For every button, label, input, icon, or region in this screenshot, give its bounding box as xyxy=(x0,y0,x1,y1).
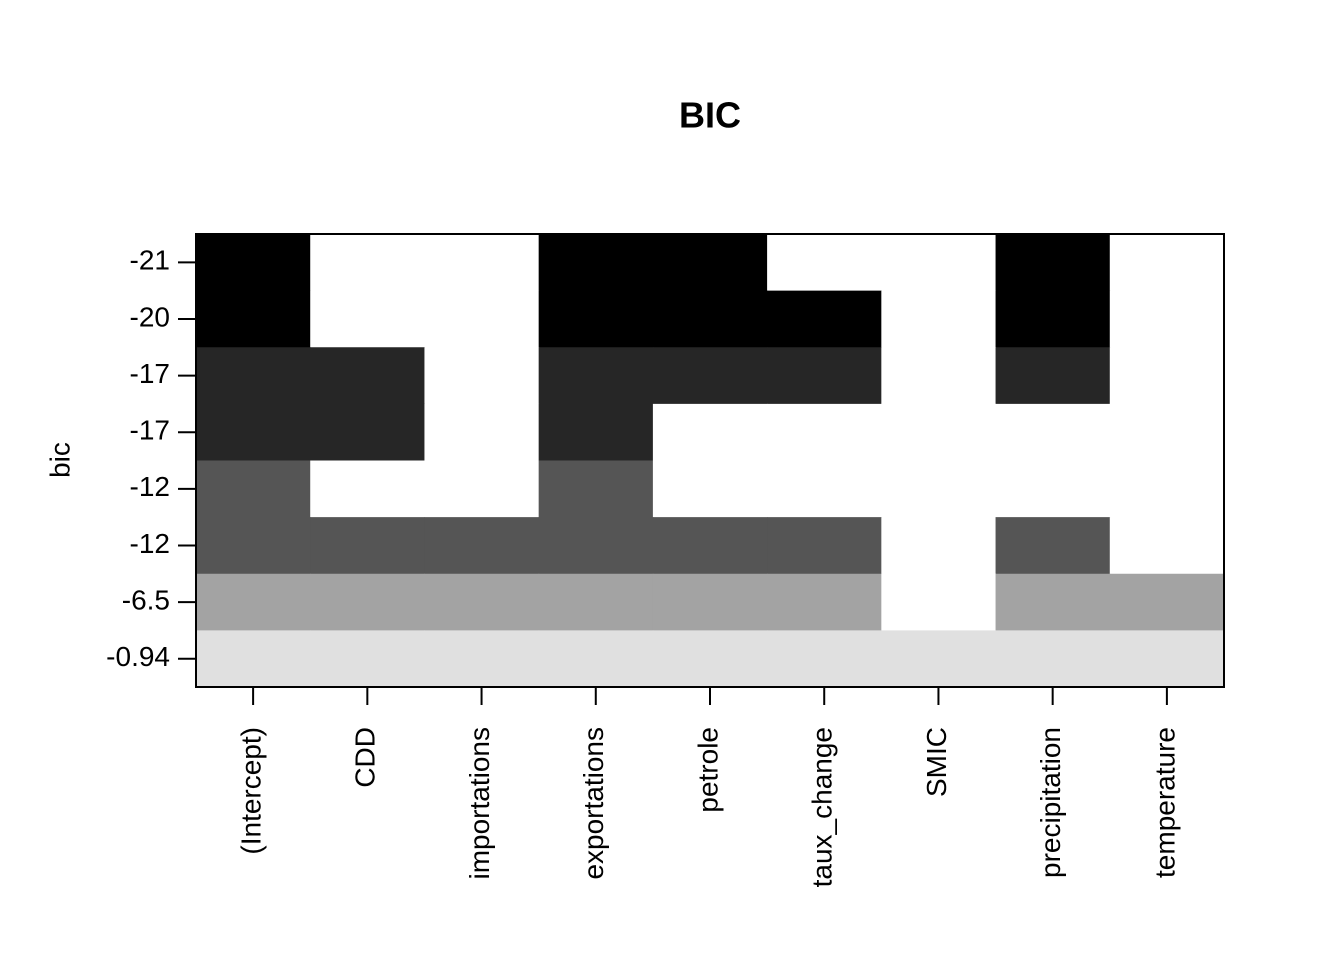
cell xyxy=(652,290,768,348)
x-tick-label: temperature xyxy=(1149,727,1180,878)
cell xyxy=(767,347,882,405)
cell xyxy=(310,290,425,348)
cell xyxy=(424,403,540,461)
x-tick-label: (Intercept) xyxy=(236,727,267,855)
cell xyxy=(767,290,882,348)
x-tick-label: CDD xyxy=(350,727,381,788)
y-axis-label: bic xyxy=(44,442,75,478)
cell xyxy=(310,403,425,461)
cell xyxy=(995,234,1111,292)
y-tick-label: -6.5 xyxy=(122,584,170,615)
cell xyxy=(1109,403,1225,461)
cell xyxy=(538,347,654,405)
cell xyxy=(196,630,311,688)
cell xyxy=(196,403,311,461)
cell xyxy=(652,573,768,631)
cell xyxy=(1109,290,1225,348)
cell xyxy=(538,403,654,461)
cell xyxy=(196,234,311,292)
cell xyxy=(995,347,1111,405)
x-tick-label: taux_change xyxy=(807,727,838,887)
cell xyxy=(424,234,540,292)
cell xyxy=(196,460,311,518)
cell xyxy=(767,573,882,631)
cell xyxy=(310,460,425,518)
cell xyxy=(881,460,997,518)
x-tick-label: importations xyxy=(464,727,495,880)
cell xyxy=(995,460,1111,518)
x-tick-label: exportations xyxy=(578,727,609,880)
cell xyxy=(196,573,311,631)
cell xyxy=(538,234,654,292)
cell xyxy=(652,234,768,292)
cell xyxy=(652,630,768,688)
cell xyxy=(1109,573,1225,631)
cell xyxy=(652,403,768,461)
cell xyxy=(1109,234,1225,292)
cell xyxy=(881,573,997,631)
cell xyxy=(538,630,654,688)
y-tick-label: -12 xyxy=(130,471,170,502)
cell xyxy=(538,573,654,631)
y-tick-label: -17 xyxy=(130,415,170,446)
cell xyxy=(995,630,1111,688)
cell xyxy=(881,234,997,292)
chart-title: BIC xyxy=(679,95,741,136)
cell xyxy=(1109,460,1225,518)
cell xyxy=(310,347,425,405)
cell xyxy=(310,234,425,292)
cell xyxy=(424,517,540,575)
cell xyxy=(538,290,654,348)
cell xyxy=(1109,517,1225,575)
cell xyxy=(652,517,768,575)
y-tick-label: -20 xyxy=(130,301,170,332)
cell xyxy=(424,573,540,631)
cell xyxy=(881,290,997,348)
x-tick-label: precipitation xyxy=(1035,727,1066,878)
cell xyxy=(196,290,311,348)
cell xyxy=(881,347,997,405)
cell xyxy=(310,630,425,688)
cell xyxy=(881,630,997,688)
cell xyxy=(1109,347,1225,405)
cell xyxy=(424,347,540,405)
cell xyxy=(767,234,882,292)
cell xyxy=(767,630,882,688)
cell xyxy=(424,290,540,348)
cell xyxy=(1109,630,1225,688)
cell xyxy=(424,460,540,518)
cell xyxy=(767,460,882,518)
y-tick-label: -17 xyxy=(130,358,170,389)
x-tick-label: SMIC xyxy=(921,727,952,797)
x-tick-label: petrole xyxy=(692,727,723,813)
cell xyxy=(995,290,1111,348)
cell xyxy=(995,517,1111,575)
cell xyxy=(310,573,425,631)
cell xyxy=(310,517,425,575)
cell xyxy=(881,517,997,575)
cell xyxy=(995,403,1111,461)
cell xyxy=(652,347,768,405)
y-tick-label: -12 xyxy=(130,528,170,559)
cell xyxy=(196,517,311,575)
cell xyxy=(538,517,654,575)
cell xyxy=(767,517,882,575)
cell xyxy=(767,403,882,461)
cell xyxy=(196,347,311,405)
y-tick-label: -0.94 xyxy=(106,641,170,672)
cell xyxy=(538,460,654,518)
cell xyxy=(652,460,768,518)
y-tick-label: -21 xyxy=(130,245,170,276)
cell xyxy=(995,573,1111,631)
cell xyxy=(424,630,540,688)
cell xyxy=(881,403,997,461)
